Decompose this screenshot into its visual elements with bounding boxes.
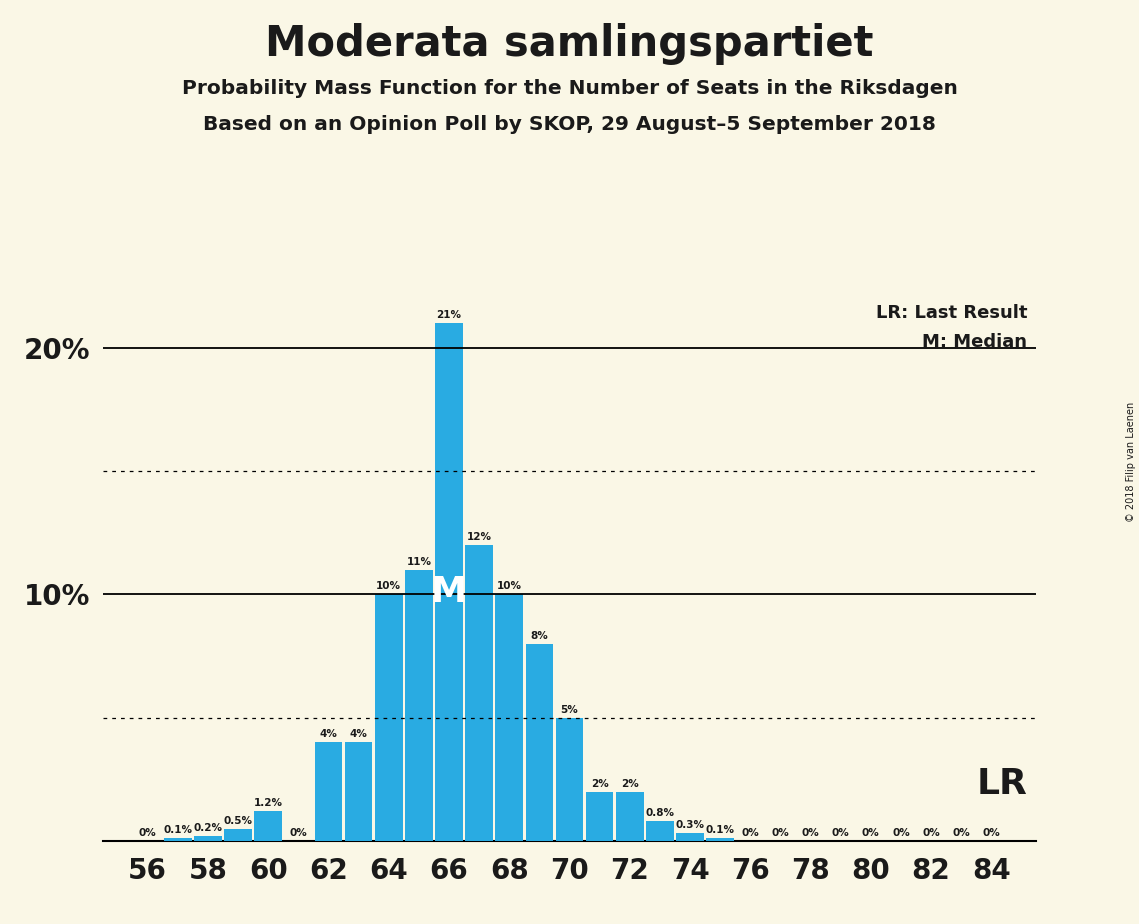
Bar <box>224 829 252 841</box>
Text: M: M <box>431 576 467 610</box>
Text: LR: Last Result: LR: Last Result <box>876 304 1027 322</box>
Text: 0.1%: 0.1% <box>163 825 192 835</box>
Text: 11%: 11% <box>407 557 432 566</box>
Bar <box>495 594 523 841</box>
Text: Based on an Opinion Poll by SKOP, 29 August–5 September 2018: Based on an Opinion Poll by SKOP, 29 Aug… <box>203 116 936 135</box>
Text: M: Median: M: Median <box>923 334 1027 351</box>
Text: 0%: 0% <box>952 828 970 838</box>
Text: 4%: 4% <box>350 729 368 739</box>
Text: 0%: 0% <box>802 828 819 838</box>
Text: Probability Mass Function for the Number of Seats in the Riksdagen: Probability Mass Function for the Number… <box>181 79 958 98</box>
Text: 0%: 0% <box>771 828 789 838</box>
Text: 0.5%: 0.5% <box>223 816 253 825</box>
Text: 0%: 0% <box>862 828 879 838</box>
Bar <box>435 323 462 841</box>
Text: 0%: 0% <box>741 828 760 838</box>
Text: 4%: 4% <box>320 729 337 739</box>
Bar <box>616 792 644 841</box>
Text: 0%: 0% <box>139 828 156 838</box>
Bar <box>345 742 372 841</box>
Text: 0%: 0% <box>983 828 1000 838</box>
Bar <box>194 836 222 841</box>
Bar <box>314 742 343 841</box>
Bar <box>375 594 402 841</box>
Text: 21%: 21% <box>436 310 461 321</box>
Text: 1.2%: 1.2% <box>254 798 282 808</box>
Bar <box>556 718 583 841</box>
Text: 0.3%: 0.3% <box>675 821 705 831</box>
Bar <box>405 570 433 841</box>
Bar <box>164 838 191 841</box>
Bar <box>254 811 282 841</box>
Text: 0%: 0% <box>289 828 308 838</box>
Text: 0.1%: 0.1% <box>706 825 735 835</box>
Text: 8%: 8% <box>531 631 548 640</box>
Text: 0.8%: 0.8% <box>646 808 674 818</box>
Text: 0.2%: 0.2% <box>194 823 222 833</box>
Text: 12%: 12% <box>467 532 492 542</box>
Text: 0%: 0% <box>923 828 940 838</box>
Text: 10%: 10% <box>497 581 522 591</box>
Text: Moderata samlingspartiet: Moderata samlingspartiet <box>265 23 874 65</box>
Text: 0%: 0% <box>892 828 910 838</box>
Text: © 2018 Filip van Laenen: © 2018 Filip van Laenen <box>1126 402 1136 522</box>
Bar <box>706 838 734 841</box>
Text: 2%: 2% <box>591 779 608 788</box>
Bar <box>585 792 614 841</box>
Text: 2%: 2% <box>621 779 639 788</box>
Bar <box>677 833 704 841</box>
Text: LR: LR <box>976 767 1027 801</box>
Text: 10%: 10% <box>376 581 401 591</box>
Bar <box>646 821 674 841</box>
Text: 5%: 5% <box>560 705 579 714</box>
Bar <box>525 644 554 841</box>
Bar <box>465 545 493 841</box>
Text: 0%: 0% <box>831 828 850 838</box>
